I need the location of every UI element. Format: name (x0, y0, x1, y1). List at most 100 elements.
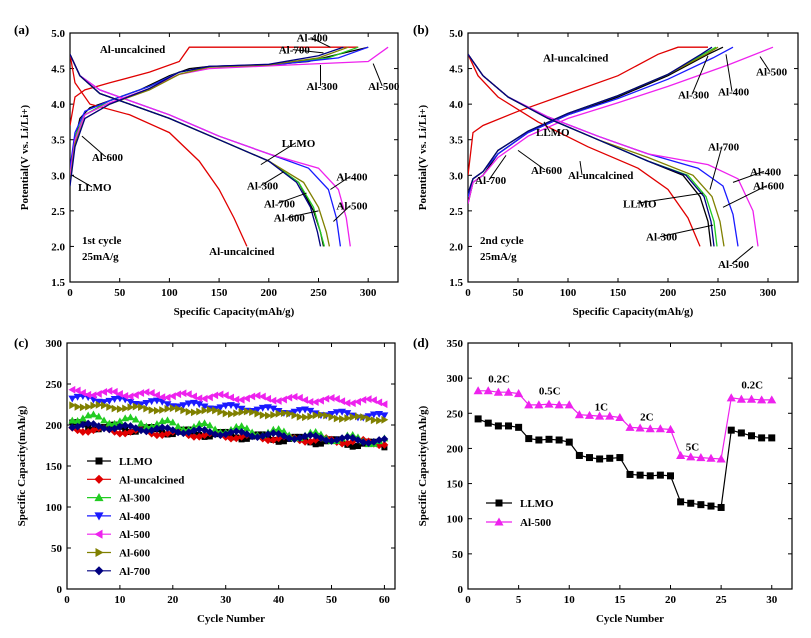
data-point (164, 404, 172, 413)
data-point (306, 407, 315, 415)
data-point (349, 443, 356, 450)
data-point (126, 392, 134, 401)
data-point (227, 428, 235, 437)
legend-marker (94, 566, 104, 576)
y-tick-label: 2.5 (449, 206, 463, 218)
data-point (184, 390, 192, 399)
data-point (137, 426, 145, 435)
data-point (525, 435, 533, 443)
data-point (338, 397, 346, 406)
data-point (554, 400, 564, 409)
data-point (237, 395, 245, 404)
data-point (285, 434, 294, 443)
x-tick-label: 50 (326, 594, 338, 606)
data-point (116, 429, 124, 438)
y-tick-label: 3.0 (51, 170, 65, 182)
annotation-leader (310, 37, 331, 48)
y-tick-label: 200 (46, 420, 63, 432)
data-point (317, 396, 324, 405)
data-point (121, 392, 129, 400)
data-point (137, 419, 145, 427)
annotation-label: Al-700 (264, 198, 296, 210)
data-point (343, 410, 352, 418)
data-point (205, 393, 213, 402)
data-point (635, 423, 645, 432)
data-point (142, 388, 150, 396)
legend-label: Al-500 (520, 517, 552, 529)
data-point (296, 412, 304, 421)
data-point (116, 422, 124, 431)
data-point (158, 398, 167, 406)
x-axis-title: Cycle Number (596, 613, 664, 625)
data-point (85, 424, 92, 431)
data-point (211, 425, 220, 433)
data-point (264, 394, 272, 403)
data-point (68, 423, 77, 432)
annotation-label: Al-500 (718, 259, 750, 271)
legend-marker (95, 547, 104, 558)
annotation-label: Al-uncalcined (568, 170, 633, 182)
data-point (138, 403, 145, 412)
data-point (332, 409, 341, 417)
data-point (78, 420, 87, 429)
legend-label: Al-uncalcined (119, 474, 184, 486)
legend-label: LLMO (119, 456, 153, 468)
data-point (312, 441, 319, 448)
data-point (636, 471, 644, 479)
data-point (746, 394, 757, 403)
data-point (505, 422, 512, 430)
annotation-leader (709, 146, 723, 190)
data-point (291, 411, 299, 420)
data-point (317, 410, 325, 419)
annotation-leader (543, 121, 551, 133)
series-al-uncalcined-charge (468, 46, 708, 176)
data-point (190, 408, 198, 417)
data-point (116, 390, 123, 398)
data-point (168, 418, 177, 426)
data-point (68, 416, 77, 424)
annotation-leader (81, 135, 107, 158)
data-point (301, 396, 309, 404)
y-tick-label: 50 (452, 549, 464, 561)
data-point (646, 472, 654, 480)
annotation-label: LLMO (78, 182, 112, 194)
data-point (106, 403, 114, 411)
data-point (269, 405, 278, 413)
data-point (339, 415, 346, 423)
annotation-leader (488, 155, 507, 181)
data-point (716, 454, 726, 463)
data-point (153, 420, 161, 428)
x-tick-label: 20 (167, 594, 179, 606)
series-al-400-charge (70, 46, 369, 169)
legend-label: Al-300 (119, 493, 151, 505)
legend: LLMO Al-500 (486, 498, 554, 529)
y-tick-label: 4.5 (51, 64, 65, 76)
annotation-leader (579, 160, 583, 175)
data-point (474, 415, 482, 423)
data-point (575, 451, 583, 459)
data-point (535, 436, 543, 444)
data-point (302, 413, 309, 422)
y-tick-label: 0 (57, 584, 63, 596)
data-point (494, 422, 502, 430)
data-point (625, 422, 635, 431)
data-point (354, 443, 361, 450)
series-al-uncalcined-discharge (468, 54, 701, 247)
cycle-note: 2nd cycle (480, 235, 524, 247)
data-point (727, 426, 735, 434)
data-point (126, 398, 135, 406)
y-tick-label: 300 (447, 373, 464, 385)
data-point (667, 472, 674, 480)
data-point (473, 386, 483, 395)
data-point (190, 433, 198, 441)
data-point (195, 401, 204, 408)
y-axis-title: Potential(V vs. Li/Li+) (19, 104, 31, 210)
data-point (74, 402, 82, 411)
data-point (121, 429, 130, 438)
data-point (190, 426, 198, 435)
y-tick-label: 4.0 (449, 99, 463, 111)
x-tick-label: 250 (710, 287, 727, 299)
data-point (248, 432, 257, 441)
y-tick-label: 5.0 (449, 28, 463, 40)
data-point (69, 401, 77, 410)
